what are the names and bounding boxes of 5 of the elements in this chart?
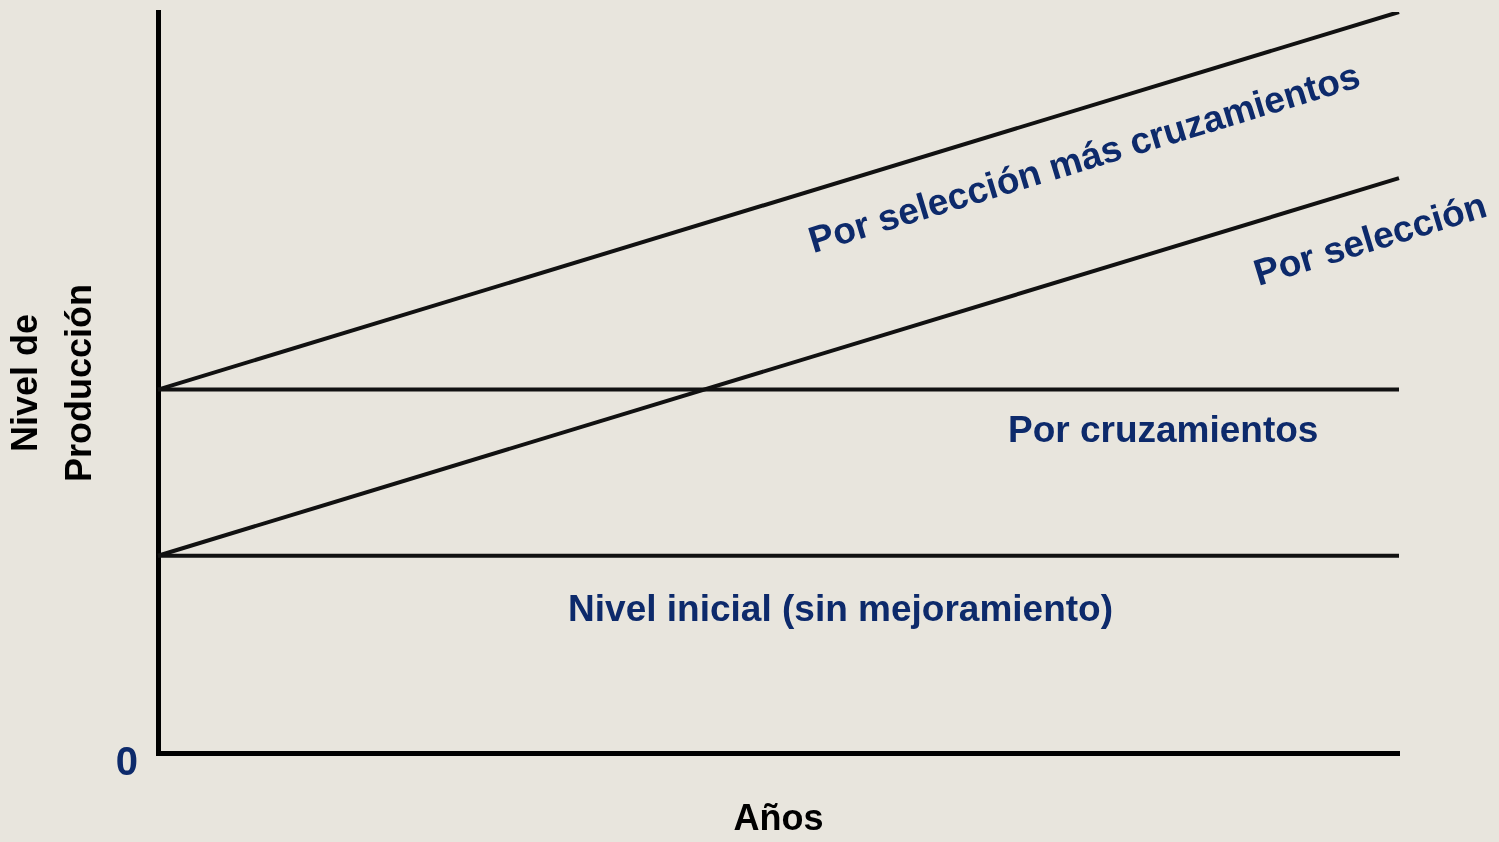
series-label: Nivel inicial (sin mejoramiento) — [568, 587, 1113, 629]
x-axis-title: Años — [733, 797, 824, 839]
series-label: Por cruzamientos — [1007, 408, 1319, 450]
annotation: 0 — [115, 738, 138, 783]
y-axis-title: Nivel de Producción — [3, 283, 99, 482]
